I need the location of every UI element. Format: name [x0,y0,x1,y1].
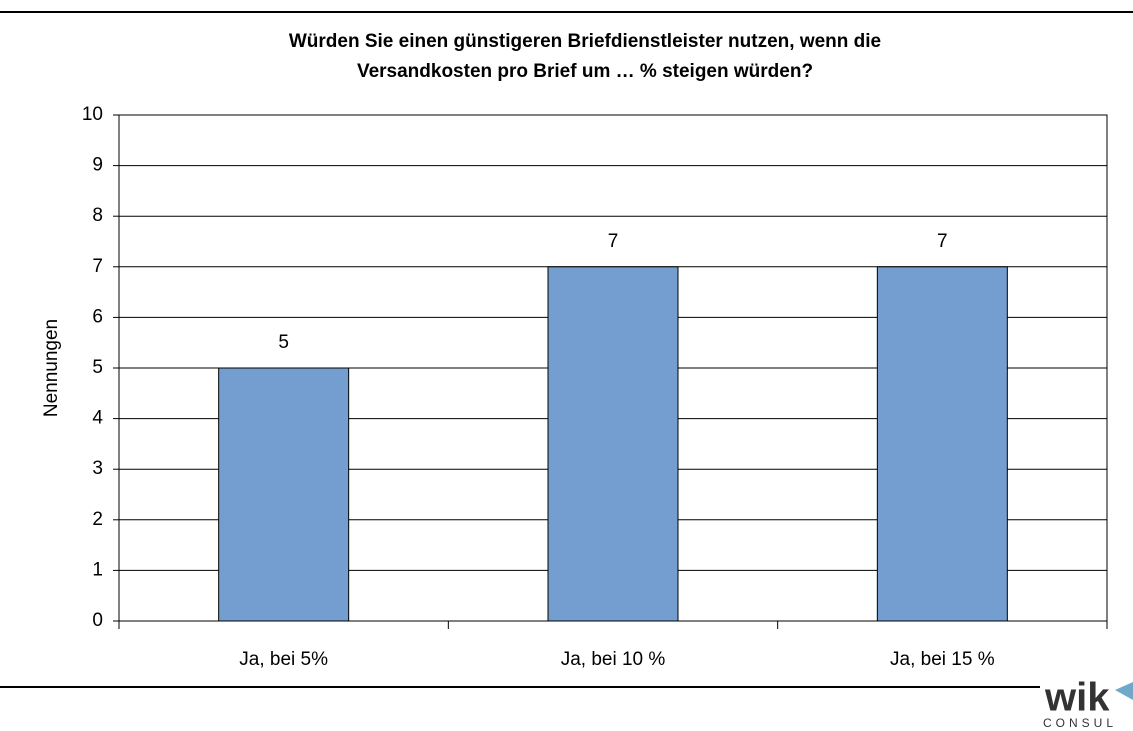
y-tick-label: 8 [92,205,103,226]
y-tick-label: 4 [92,408,103,429]
data-label: 7 [937,231,948,252]
bar [547,266,679,622]
x-tick-label: Ja, bei 10 % [561,649,666,670]
y-tick-label: 0 [92,610,103,631]
logo: wik [1044,676,1110,720]
y-tick-label: 6 [92,306,103,327]
y-axis-label: Nennungen [41,319,62,417]
y-tick-label: 3 [92,458,103,479]
y-tick-label: 5 [92,357,103,378]
y-tick-label: 1 [92,559,103,580]
bar [876,266,1008,622]
x-tick-label: Ja, bei 5% [239,649,328,670]
chart-title: Würden Sie einen günstigeren Briefdienst… [289,31,881,52]
bar [218,367,350,622]
y-tick-label: 2 [92,509,103,530]
y-tick-label: 7 [92,256,103,277]
chart-title: Versandkosten pro Brief um … % steigen w… [357,61,813,82]
logo-icon [1115,682,1133,700]
x-tick-label: Ja, bei 15 % [890,649,995,670]
data-label: 5 [278,332,289,353]
y-tick-label: 10 [82,104,103,125]
logo-subtitle: CONSUL [1043,716,1117,730]
y-tick-label: 9 [92,155,103,176]
data-label: 7 [608,231,619,252]
